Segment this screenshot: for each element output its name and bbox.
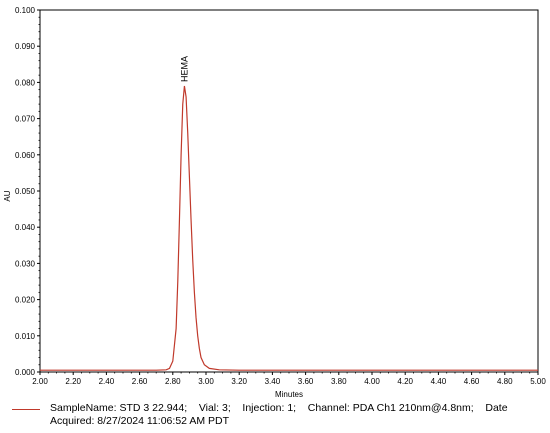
x-tick-label: 4.40: [431, 377, 447, 386]
plot-frame: [39, 9, 539, 373]
x-tick-label: 4.60: [464, 377, 480, 386]
y-tick-label: 0.020: [15, 296, 36, 305]
x-tick-label: 3.00: [198, 377, 214, 386]
x-tick-label: 2.60: [132, 377, 148, 386]
x-tick-label: 2.80: [165, 377, 181, 386]
legend-series-swatch: [12, 409, 40, 410]
y-tick-label: 0.070: [15, 115, 36, 124]
x-tick-label: 2.20: [65, 377, 81, 386]
x-tick-label: 3.40: [265, 377, 281, 386]
peak-label: HEMA: [179, 56, 189, 82]
y-tick-label: 0.080: [15, 78, 36, 87]
x-tick-label: 3.80: [331, 377, 347, 386]
legend-series-label: SampleName: STD 3 22.944; Vial: 3; Injec…: [50, 402, 510, 427]
x-tick-label: 2.40: [99, 377, 115, 386]
x-tick-label: 4.00: [364, 377, 380, 386]
y-tick-label: 0.010: [15, 332, 36, 341]
x-tick-label: 4.80: [497, 377, 513, 386]
y-tick-label: 0.090: [15, 42, 36, 51]
x-tick-label: 5.00: [530, 377, 546, 386]
chromatogram-chart: 0.000 0.010 0.020 0.030 0.040 0.050 0.060 0.070…: [3, 6, 546, 399]
x-tick-label: 3.20: [231, 377, 247, 386]
legend: SampleName: STD 3 22.944; Vial: 3; Injec…: [12, 402, 542, 428]
x-tick-label: 3.60: [298, 377, 314, 386]
chromatogram-trace: [40, 85, 538, 371]
x-tick-label: 4.20: [397, 377, 413, 386]
y-tick-label: 0.000: [15, 368, 36, 377]
axes: 0.000 0.010 0.020 0.030 0.040 0.050 0.060 0.070…: [15, 6, 546, 386]
plot-area: HEMA: [40, 56, 538, 371]
y-axis-title: AU: [3, 190, 12, 201]
y-tick-label: 0.060: [15, 151, 36, 160]
y-tick-label: 0.050: [15, 187, 36, 196]
y-tick-label: 0.040: [15, 223, 36, 232]
y-tick-label: 0.100: [15, 6, 36, 15]
x-axis-title: Minutes: [275, 390, 303, 399]
y-tick-label: 0.030: [15, 259, 36, 268]
x-tick-label: 2.00: [32, 377, 48, 386]
